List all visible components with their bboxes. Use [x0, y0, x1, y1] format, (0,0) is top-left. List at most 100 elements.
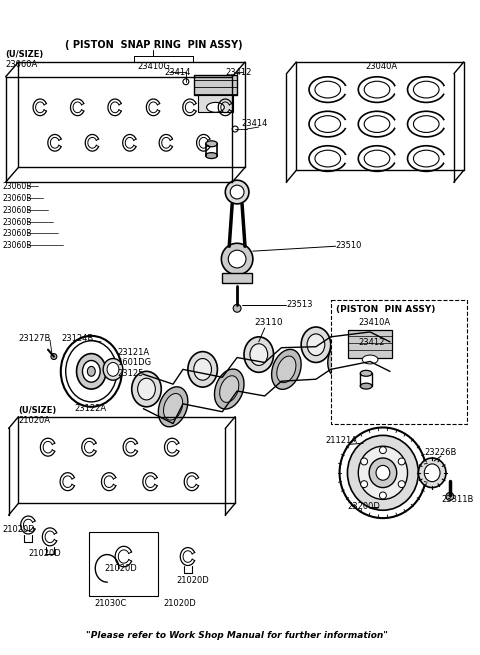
Circle shape	[225, 180, 249, 204]
Ellipse shape	[355, 322, 385, 358]
Ellipse shape	[408, 146, 445, 172]
Ellipse shape	[333, 345, 352, 371]
Circle shape	[51, 354, 57, 360]
Text: 1601DG: 1601DG	[117, 358, 151, 367]
Ellipse shape	[244, 337, 274, 372]
Ellipse shape	[328, 337, 357, 377]
Text: 23311B: 23311B	[441, 495, 473, 504]
Ellipse shape	[408, 111, 445, 137]
Ellipse shape	[376, 466, 390, 480]
Ellipse shape	[103, 358, 123, 380]
Text: 23124B: 23124B	[62, 334, 94, 343]
Ellipse shape	[309, 77, 347, 102]
Circle shape	[398, 458, 405, 465]
Text: 23060B: 23060B	[3, 217, 32, 227]
Text: 21121A: 21121A	[326, 436, 358, 445]
Ellipse shape	[309, 146, 347, 172]
Ellipse shape	[364, 150, 390, 167]
Bar	[194, 75, 237, 94]
Text: 23060B: 23060B	[3, 194, 32, 203]
Ellipse shape	[362, 355, 378, 364]
Circle shape	[446, 493, 454, 500]
Circle shape	[183, 79, 189, 84]
Text: 21020D: 21020D	[163, 599, 196, 608]
Text: (PISTON  PIN ASSY): (PISTON PIN ASSY)	[336, 305, 435, 314]
Circle shape	[380, 492, 386, 499]
Ellipse shape	[220, 376, 239, 402]
Text: 21020A: 21020A	[18, 416, 50, 424]
Text: 21030C: 21030C	[94, 599, 127, 608]
Circle shape	[230, 185, 244, 199]
Bar	[89, 532, 158, 596]
Ellipse shape	[364, 81, 390, 98]
Circle shape	[360, 458, 368, 465]
Circle shape	[221, 243, 253, 275]
Text: 23510: 23510	[336, 241, 362, 250]
Circle shape	[398, 481, 405, 487]
Ellipse shape	[361, 329, 379, 350]
Text: 21020D: 21020D	[104, 565, 137, 573]
Text: 23121A: 23121A	[117, 348, 149, 357]
Text: 23410G: 23410G	[137, 62, 170, 71]
Ellipse shape	[413, 81, 439, 98]
Ellipse shape	[277, 356, 296, 383]
Circle shape	[380, 447, 386, 454]
Text: 23414: 23414	[241, 119, 267, 128]
Text: 23060B: 23060B	[3, 229, 32, 238]
Text: 21020D: 21020D	[3, 525, 36, 534]
Text: ( PISTON  SNAP RING  PIN ASSY): ( PISTON SNAP RING PIN ASSY)	[65, 41, 242, 50]
Bar	[348, 330, 392, 358]
Text: 23414: 23414	[164, 68, 191, 77]
Ellipse shape	[360, 383, 372, 389]
Text: 23412: 23412	[225, 68, 252, 77]
Text: 23412: 23412	[358, 338, 384, 347]
Ellipse shape	[358, 111, 396, 137]
Ellipse shape	[206, 102, 224, 112]
Ellipse shape	[76, 354, 106, 389]
Ellipse shape	[369, 458, 396, 487]
Bar	[198, 94, 233, 112]
Ellipse shape	[315, 81, 340, 98]
Ellipse shape	[309, 111, 347, 137]
Text: 23200D: 23200D	[348, 502, 380, 512]
Ellipse shape	[413, 150, 439, 167]
Ellipse shape	[83, 360, 100, 382]
Bar	[331, 301, 467, 424]
Ellipse shape	[358, 77, 396, 102]
Bar	[222, 273, 252, 283]
Ellipse shape	[138, 378, 156, 400]
Ellipse shape	[132, 371, 161, 407]
Text: 23127B: 23127B	[18, 334, 51, 343]
Text: 21020D: 21020D	[176, 576, 209, 585]
Text: 23060B: 23060B	[3, 206, 32, 215]
Ellipse shape	[66, 341, 117, 402]
Text: 23060B: 23060B	[3, 241, 32, 250]
Text: 23513: 23513	[287, 301, 313, 309]
Text: 23060A: 23060A	[6, 60, 38, 69]
Text: 23122A: 23122A	[74, 404, 107, 413]
Ellipse shape	[408, 77, 445, 102]
Ellipse shape	[158, 387, 188, 427]
Text: 23125: 23125	[117, 369, 144, 379]
Ellipse shape	[250, 344, 268, 365]
Text: 23226B: 23226B	[424, 448, 456, 457]
Ellipse shape	[107, 362, 119, 376]
Ellipse shape	[364, 116, 390, 132]
Ellipse shape	[205, 153, 217, 159]
Text: 23040A: 23040A	[365, 62, 397, 71]
Text: "Please refer to Work Shop Manual for further information": "Please refer to Work Shop Manual for fu…	[86, 631, 388, 641]
Ellipse shape	[419, 458, 446, 487]
Ellipse shape	[164, 394, 183, 420]
Ellipse shape	[215, 369, 244, 409]
Circle shape	[360, 481, 368, 487]
Ellipse shape	[205, 141, 217, 147]
Ellipse shape	[424, 464, 440, 481]
Ellipse shape	[339, 428, 426, 518]
Text: 23060B: 23060B	[3, 182, 32, 191]
Text: (U/SIZE): (U/SIZE)	[18, 406, 57, 415]
Ellipse shape	[413, 116, 439, 132]
Ellipse shape	[87, 366, 95, 376]
Ellipse shape	[315, 150, 340, 167]
Ellipse shape	[358, 446, 408, 499]
Text: (U/SIZE): (U/SIZE)	[6, 50, 44, 59]
